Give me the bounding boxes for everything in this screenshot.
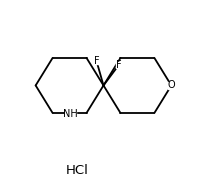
Bar <box>115 62 122 68</box>
Text: F: F <box>93 56 99 66</box>
Text: HCl: HCl <box>65 164 88 177</box>
Bar <box>167 82 174 89</box>
Bar <box>65 110 76 118</box>
Text: F: F <box>115 60 121 70</box>
Bar <box>93 58 99 64</box>
Text: NH: NH <box>63 109 78 119</box>
Text: O: O <box>167 81 174 90</box>
